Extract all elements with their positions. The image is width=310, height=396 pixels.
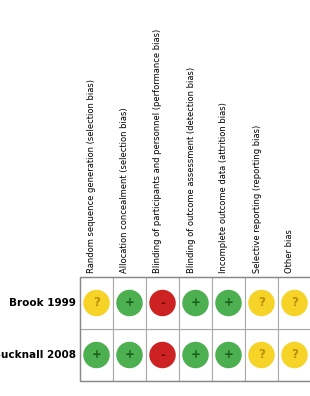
Circle shape bbox=[150, 343, 175, 367]
Text: ?: ? bbox=[93, 297, 100, 310]
Text: Blinding of outcome assessment (detection bias): Blinding of outcome assessment (detectio… bbox=[187, 67, 196, 273]
Bar bbox=[113, 329, 146, 381]
Circle shape bbox=[216, 343, 241, 367]
Bar bbox=[245, 277, 278, 329]
Text: Incomplete outcome data (attrition bias): Incomplete outcome data (attrition bias) bbox=[219, 102, 228, 273]
Text: +: + bbox=[224, 348, 233, 362]
Text: Allocation concealment (selection bias): Allocation concealment (selection bias) bbox=[121, 107, 130, 273]
Text: +: + bbox=[224, 297, 233, 310]
Text: Brook 1999: Brook 1999 bbox=[9, 298, 76, 308]
Text: Selective reporting (reporting bias): Selective reporting (reporting bias) bbox=[253, 125, 262, 273]
Text: Random sequence generation (selection bias): Random sequence generation (selection bi… bbox=[87, 79, 96, 273]
Bar bbox=[278, 329, 310, 381]
Text: -: - bbox=[160, 348, 165, 362]
Circle shape bbox=[183, 290, 208, 316]
Text: Blinding of participants and personnel (performance bias): Blinding of participants and personnel (… bbox=[153, 29, 162, 273]
Circle shape bbox=[84, 343, 109, 367]
Bar bbox=[179, 277, 212, 329]
Bar bbox=[179, 329, 212, 381]
Bar bbox=[113, 277, 146, 329]
Text: Other bias: Other bias bbox=[286, 229, 294, 273]
Text: +: + bbox=[91, 348, 101, 362]
Text: +: + bbox=[125, 348, 135, 362]
Circle shape bbox=[249, 343, 274, 367]
Text: ?: ? bbox=[291, 297, 298, 310]
Text: ?: ? bbox=[258, 348, 265, 362]
Bar bbox=[278, 277, 310, 329]
Circle shape bbox=[150, 290, 175, 316]
Text: +: + bbox=[191, 297, 201, 310]
Text: -: - bbox=[160, 297, 165, 310]
Circle shape bbox=[183, 343, 208, 367]
Bar bbox=[80, 277, 310, 381]
Bar bbox=[146, 277, 179, 329]
Bar bbox=[212, 329, 245, 381]
Circle shape bbox=[117, 290, 142, 316]
Text: ?: ? bbox=[291, 348, 298, 362]
Bar bbox=[245, 329, 278, 381]
Text: +: + bbox=[191, 348, 201, 362]
Circle shape bbox=[249, 290, 274, 316]
Bar bbox=[146, 329, 179, 381]
Bar bbox=[80, 277, 113, 329]
Circle shape bbox=[216, 290, 241, 316]
Text: ?: ? bbox=[258, 297, 265, 310]
Circle shape bbox=[282, 343, 307, 367]
Bar bbox=[80, 329, 113, 381]
Bar bbox=[212, 277, 245, 329]
Circle shape bbox=[282, 290, 307, 316]
Circle shape bbox=[84, 290, 109, 316]
Circle shape bbox=[117, 343, 142, 367]
Text: +: + bbox=[125, 297, 135, 310]
Text: Bucknall 2008: Bucknall 2008 bbox=[0, 350, 76, 360]
